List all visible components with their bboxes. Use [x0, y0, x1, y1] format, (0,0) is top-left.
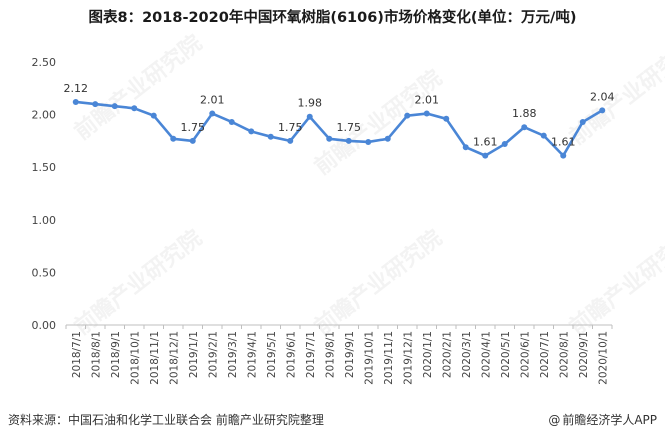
x-tick-label: 2020/6/1: [519, 331, 531, 378]
data-point: [345, 137, 352, 144]
x-tick-label: 2019/2/1: [207, 331, 219, 378]
x-tick-label: 2019/3/1: [227, 331, 239, 378]
data-point: [267, 133, 274, 140]
data-point: [599, 107, 606, 114]
y-tick-label: 2.00: [32, 109, 57, 122]
x-tick-label: 2019/12/1: [402, 331, 414, 385]
data-label: 1.75: [278, 121, 303, 134]
x-tick-label: 2020/8/1: [558, 331, 570, 378]
x-tick-label: 2019/5/1: [266, 331, 278, 378]
x-tick-label: 2019/10/1: [363, 331, 375, 385]
data-label: 1.75: [337, 121, 362, 134]
data-point: [170, 135, 177, 142]
x-tick-label: 2018/7/1: [71, 331, 83, 378]
y-tick-label: 1.50: [32, 161, 57, 174]
y-tick-label: 1.00: [32, 214, 57, 227]
data-point: [521, 124, 528, 131]
x-tick-label: 2019/8/1: [324, 331, 336, 378]
chart-title: 图表8：2018-2020年中国环氧树脂(6106)市场价格变化(单位：万元/吨…: [88, 10, 577, 26]
series-line: [74, 100, 604, 157]
x-tick-label: 2019/1/1: [188, 331, 200, 378]
data-point: [560, 152, 567, 159]
data-point: [365, 138, 372, 145]
data-point: [189, 137, 196, 144]
x-tick-label: 2020/1/1: [422, 331, 434, 378]
x-tick-label: 2019/6/1: [285, 331, 297, 378]
data-point: [462, 144, 469, 151]
x-tick-label: 2020/3/1: [461, 331, 473, 378]
data-point: [384, 135, 391, 142]
data-label: 1.88: [512, 107, 537, 120]
x-tick-label: 2020/2/1: [441, 331, 453, 378]
data-label: 2.01: [415, 94, 440, 107]
data-point: [72, 98, 79, 105]
data-point: [326, 135, 333, 142]
data-label: 2.01: [200, 94, 225, 107]
data-point: [540, 132, 547, 139]
y-tick-label: 0.50: [32, 266, 57, 279]
x-tick-label: 2020/7/1: [539, 331, 551, 378]
data-point: [131, 105, 138, 112]
x-tick-label: 2018/8/1: [90, 331, 102, 378]
source-note: 资料来源：中国石油和化学工业联合会 前瞻产业研究院整理: [8, 413, 324, 427]
data-label: 2.12: [64, 82, 89, 95]
x-tick-label: 2020/10/1: [597, 331, 609, 385]
data-point: [482, 152, 489, 159]
data-point: [111, 103, 118, 110]
x-tick-label: 2018/11/1: [149, 331, 161, 385]
data-point: [423, 110, 430, 117]
x-tick-label: 2018/10/1: [129, 331, 141, 385]
data-point: [150, 112, 157, 119]
data-point: [287, 137, 294, 144]
x-tick-label: 2019/11/1: [383, 331, 395, 385]
y-tick-label: 2.50: [32, 56, 57, 69]
x-tick-label: 2020/4/1: [480, 331, 492, 378]
data-point: [579, 118, 586, 125]
data-point: [209, 110, 216, 117]
data-point: [248, 128, 255, 135]
line-chart: 0.00 0.50 1.00 1.50 2.00 2.50 2018/7/1 2018/8/1…: [32, 56, 615, 385]
data-label: 1.75: [181, 121, 206, 134]
data-point: [443, 115, 450, 122]
x-tick-label: 2018/12/1: [168, 331, 180, 385]
x-tick-label: 2019/4/1: [246, 331, 258, 378]
brand-mark: @: [548, 413, 561, 427]
brand-name: 前瞻经济学人APP: [562, 413, 657, 427]
data-point: [92, 101, 99, 108]
brand-credit: @ 前瞻经济学人APP: [548, 411, 657, 428]
x-tick-label: 2019/9/1: [344, 331, 356, 378]
data-label: 2.04: [590, 90, 615, 103]
data-point: [228, 118, 235, 125]
data-label: 1.61: [473, 136, 498, 149]
data-point: [404, 112, 411, 119]
x-tick-label: 2018/9/1: [110, 331, 122, 378]
data-label: 1.98: [298, 97, 323, 110]
y-tick-label: 0.00: [32, 319, 57, 332]
data-label: 1.61: [551, 136, 576, 149]
x-tick-label: 2019/7/1: [305, 331, 317, 378]
data-point: [306, 113, 313, 120]
data-point: [501, 141, 508, 148]
x-tick-label: 2020/9/1: [578, 331, 590, 378]
x-tick-label: 2020/5/1: [500, 331, 512, 378]
